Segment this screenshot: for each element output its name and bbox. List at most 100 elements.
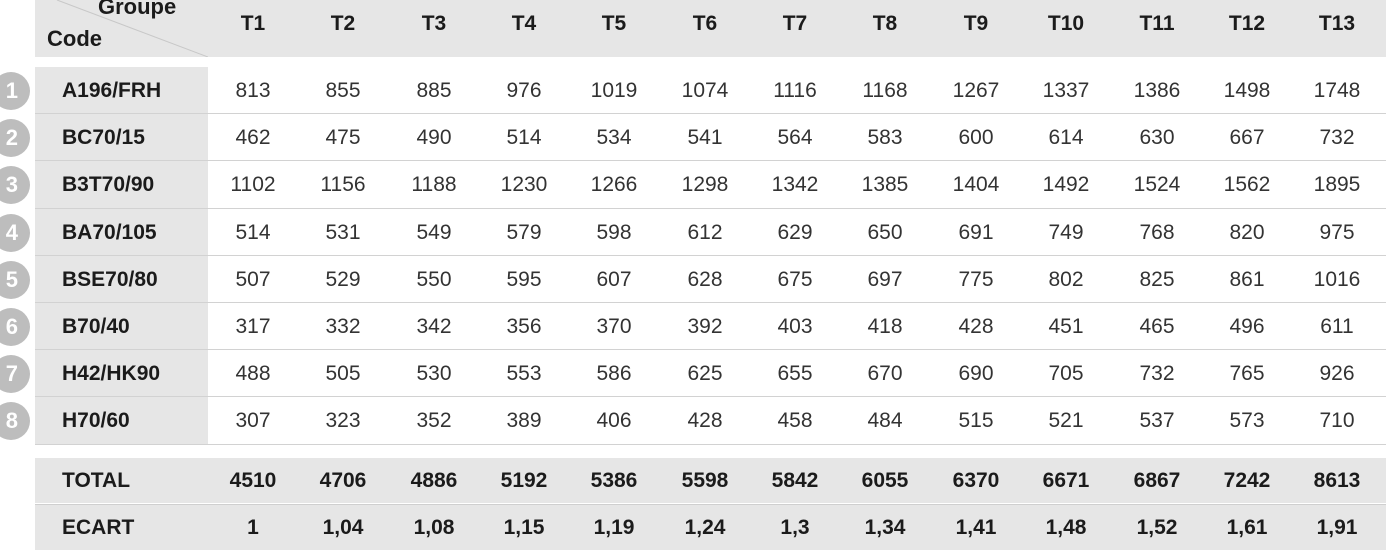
code-label: Code	[47, 26, 102, 51]
table-cell: 749	[1048, 220, 1084, 244]
table-cell: 1342	[771, 173, 819, 197]
column-header-t13: T13	[1318, 12, 1356, 35]
table-cell: 332	[325, 315, 361, 338]
table-cell: 1266	[590, 173, 638, 197]
table-cell: 1492	[1042, 173, 1090, 197]
ecart-cell: 1,48	[1045, 516, 1087, 539]
table-cell: 825	[1139, 267, 1175, 291]
table-cell: 352	[416, 409, 452, 433]
table-cell: 1562	[1223, 173, 1271, 197]
row-number-badge: 7	[0, 355, 30, 394]
table-cell: 488	[235, 362, 271, 386]
ecart-cell: 1,15	[503, 516, 545, 539]
total-cell: 5598	[681, 469, 729, 492]
ecart-cell: 1,34	[864, 516, 906, 539]
table-cell: 579	[506, 220, 542, 244]
table-cell: 530	[416, 362, 452, 386]
ecart-cell: 1,61	[1226, 516, 1268, 539]
table-cell: 356	[506, 315, 542, 338]
table-cell: 614	[1048, 126, 1084, 150]
total-cell: 6867	[1133, 469, 1181, 492]
table-cell: 705	[1048, 362, 1084, 386]
row-number-badge: 4	[0, 213, 30, 252]
table-cell: 428	[687, 409, 723, 433]
ecart-cell: 1,91	[1316, 516, 1358, 539]
table-cell: 598	[596, 220, 632, 244]
table-cell: 820	[1229, 220, 1265, 244]
total-cell: 8613	[1313, 469, 1361, 492]
row-number-badge: 1	[0, 72, 30, 110]
table-cell: 465	[1139, 315, 1175, 338]
row-number-badge: 8	[0, 402, 30, 441]
table-cell: 389	[506, 409, 542, 433]
table-cell: 775	[958, 267, 994, 291]
table-cell: 428	[958, 315, 994, 338]
row-code: B70/40	[62, 315, 130, 338]
table-cell: 451	[1048, 315, 1084, 338]
table-header	[35, 0, 1386, 57]
table-cell: 564	[777, 126, 813, 150]
table-cell: 553	[506, 362, 542, 386]
total-cell: 6055	[861, 469, 909, 492]
table-cell: 515	[958, 409, 994, 433]
table-cell: 1267	[952, 79, 1000, 102]
table-cell: 1102	[230, 173, 276, 197]
table-cell: 531	[325, 220, 361, 244]
row-code-cell	[35, 397, 208, 445]
table-cell: 484	[867, 409, 903, 433]
table-cell: 690	[958, 362, 994, 386]
column-header-t10: T10	[1047, 12, 1085, 35]
table-cell: 392	[687, 315, 723, 338]
table-cell: 926	[1319, 362, 1355, 386]
table-cell: 496	[1229, 315, 1265, 338]
table-cell: 418	[867, 315, 903, 338]
column-header-t7: T7	[782, 12, 808, 35]
table-cell: 1524	[1133, 173, 1181, 197]
table-cell: 1298	[681, 173, 729, 197]
table-cell: 1188	[411, 173, 457, 197]
table-cell: 976	[506, 79, 542, 102]
table-cell: 1016	[1313, 267, 1361, 291]
row-code-cell	[35, 350, 208, 398]
table-cell: 1498	[1223, 79, 1271, 102]
table-cell: 1116	[773, 79, 817, 102]
table-cell: 537	[1139, 409, 1175, 433]
table-cell: 1230	[500, 173, 548, 197]
row-code: BSE70/80	[62, 267, 158, 291]
table-cell: 505	[325, 362, 361, 386]
row-number-badge: 3	[0, 166, 30, 205]
table-cell: 697	[867, 267, 903, 291]
table-cell: 625	[687, 362, 723, 386]
row-code-cell	[35, 208, 208, 256]
row-code-cell	[35, 255, 208, 303]
row-separator	[35, 207, 1386, 209]
table-cell: 1386	[1133, 79, 1181, 102]
table-cell: 612	[687, 220, 723, 244]
table-cell: 600	[958, 126, 994, 150]
table-cell: 1404	[952, 173, 1000, 197]
row-separator	[35, 443, 1386, 445]
table-cell: 667	[1229, 126, 1265, 150]
column-header-t8: T8	[872, 12, 898, 35]
total-cell: 4886	[410, 469, 458, 492]
row-separator	[35, 349, 1386, 351]
table-cell: 573	[1229, 409, 1265, 433]
row-code-cell	[35, 303, 208, 350]
table-cell: 317	[235, 315, 271, 338]
ecart-cell: 1	[247, 516, 259, 539]
total-label: TOTAL	[62, 469, 131, 492]
table-cell: 370	[596, 315, 632, 338]
table-cell: 1748	[1313, 79, 1361, 102]
table-cell: 607	[596, 267, 632, 291]
table-cell: 768	[1139, 220, 1175, 244]
table-cell: 462	[235, 126, 271, 150]
table-cell: 1337	[1042, 79, 1090, 102]
table-cell: 611	[1320, 315, 1354, 338]
ecart-cell: 1,3	[780, 516, 810, 539]
table-cell: 514	[235, 220, 271, 244]
ecart-cell: 1,24	[684, 516, 726, 539]
total-cell: 4510	[229, 469, 277, 492]
totals-separator	[35, 504, 1386, 505]
table-cell: 732	[1319, 126, 1355, 150]
table-cell: 595	[506, 267, 542, 291]
